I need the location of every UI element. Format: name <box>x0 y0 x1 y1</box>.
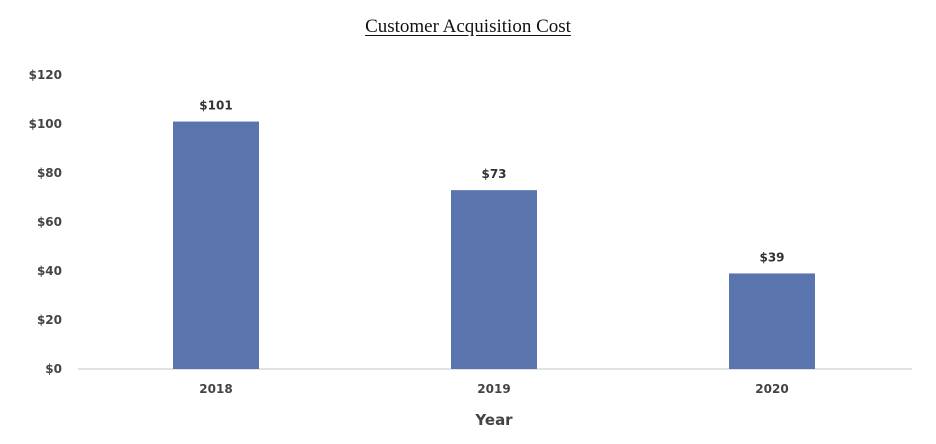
chart-title: Customer Acquisition Cost <box>365 16 571 37</box>
x-tick-label-2018: 2018 <box>199 382 232 396</box>
y-tick-label: $0 <box>45 362 62 376</box>
y-tick-label: $20 <box>37 313 62 327</box>
data-label-2019: $73 <box>481 167 506 181</box>
y-tick-label: $100 <box>29 117 62 131</box>
y-tick-label: $120 <box>29 68 62 82</box>
y-tick-label: $60 <box>37 215 62 229</box>
data-label-2018: $101 <box>199 99 232 113</box>
x-tick-label-2019: 2019 <box>477 382 510 396</box>
data-label-2020: $39 <box>759 250 784 264</box>
bar-2018 <box>173 121 259 369</box>
y-tick-label: $40 <box>37 264 62 278</box>
x-tick-label-2020: 2020 <box>755 382 788 396</box>
bar-2020 <box>729 273 815 369</box>
bar-2019 <box>451 190 537 369</box>
y-tick-label: $80 <box>37 166 62 180</box>
x-axis-title: Year <box>474 411 513 429</box>
